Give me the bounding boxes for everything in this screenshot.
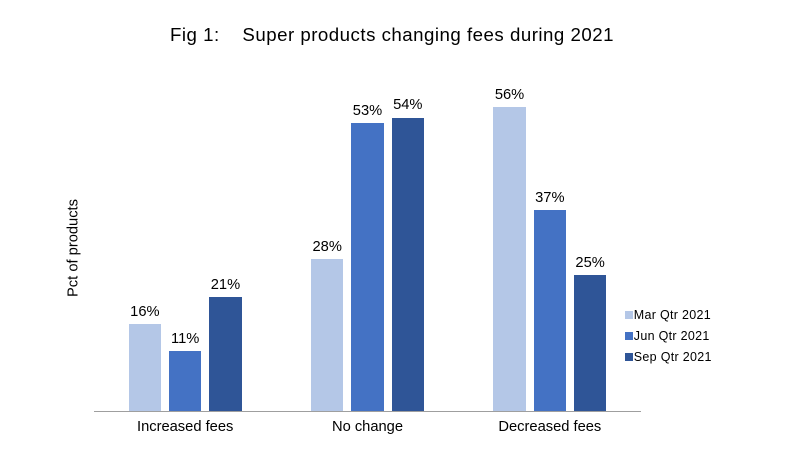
data-label-sep-qtr-2021-no-change: 54% bbox=[393, 97, 423, 114]
bar-sep-qtr-2021-increased-fees bbox=[209, 296, 242, 411]
legend-item-jun-qtr-2021: Jun Qtr 2021 bbox=[625, 326, 712, 347]
data-label-jun-qtr-2021-increased-fees: 11% bbox=[171, 331, 200, 348]
legend: Mar Qtr 2021 Jun Qtr 2021 Sep Qtr 2021 bbox=[625, 305, 712, 368]
chart-title: Fig 1: Super products changing fees duri… bbox=[169, 23, 614, 45]
bar-mar-qtr-2021-decreased-fees bbox=[493, 106, 526, 411]
bar-jun-qtr-2021-increased-fees bbox=[168, 351, 202, 411]
bar-jun-qtr-2021-decreased-fees bbox=[533, 209, 567, 411]
bar-jun-qtr-2021-no-change bbox=[351, 123, 384, 411]
legend-swatch-icon bbox=[625, 311, 633, 319]
data-label-jun-qtr-2021-no-change: 53% bbox=[352, 102, 383, 119]
bar-sep-qtr-2021-no-change bbox=[391, 117, 424, 411]
category-label-increased-fees: Increased fees bbox=[136, 419, 234, 435]
legend-label: Sep Qtr 2021 bbox=[633, 349, 712, 364]
legend-swatch-icon bbox=[625, 332, 633, 341]
category-label-decreased-fees: Decreased fees bbox=[498, 419, 602, 435]
data-label-jun-qtr-2021-decreased-fees: 37% bbox=[535, 189, 565, 206]
category-label-no-change: No change bbox=[331, 419, 404, 435]
data-label-mar-qtr-2021-no-change: 28% bbox=[312, 238, 342, 255]
data-label-mar-qtr-2021-increased-fees: 16% bbox=[130, 303, 160, 320]
bar-sep-qtr-2021-decreased-fees bbox=[573, 275, 607, 411]
data-label-mar-qtr-2021-decreased-fees: 56% bbox=[494, 86, 525, 103]
bar-mar-qtr-2021-increased-fees bbox=[128, 324, 162, 411]
bar-mar-qtr-2021-no-change bbox=[311, 258, 344, 411]
legend-swatch-icon bbox=[625, 353, 633, 362]
data-label-sep-qtr-2021-increased-fees: 21% bbox=[210, 276, 241, 293]
legend-item-mar-qtr-2021: Mar Qtr 2021 bbox=[625, 305, 712, 326]
legend-item-sep-qtr-2021: Sep Qtr 2021 bbox=[625, 347, 712, 368]
legend-label: Mar Qtr 2021 bbox=[633, 307, 712, 322]
plot-area: 16% 11% 21% 28% 53% 54% 56% 37% 25% bbox=[94, 85, 641, 411]
legend-label: Jun Qtr 2021 bbox=[633, 328, 710, 343]
x-axis-line bbox=[94, 410, 641, 412]
data-label-sep-qtr-2021-decreased-fees: 25% bbox=[575, 254, 605, 271]
y-axis-title-text: Pct of products bbox=[65, 199, 82, 297]
